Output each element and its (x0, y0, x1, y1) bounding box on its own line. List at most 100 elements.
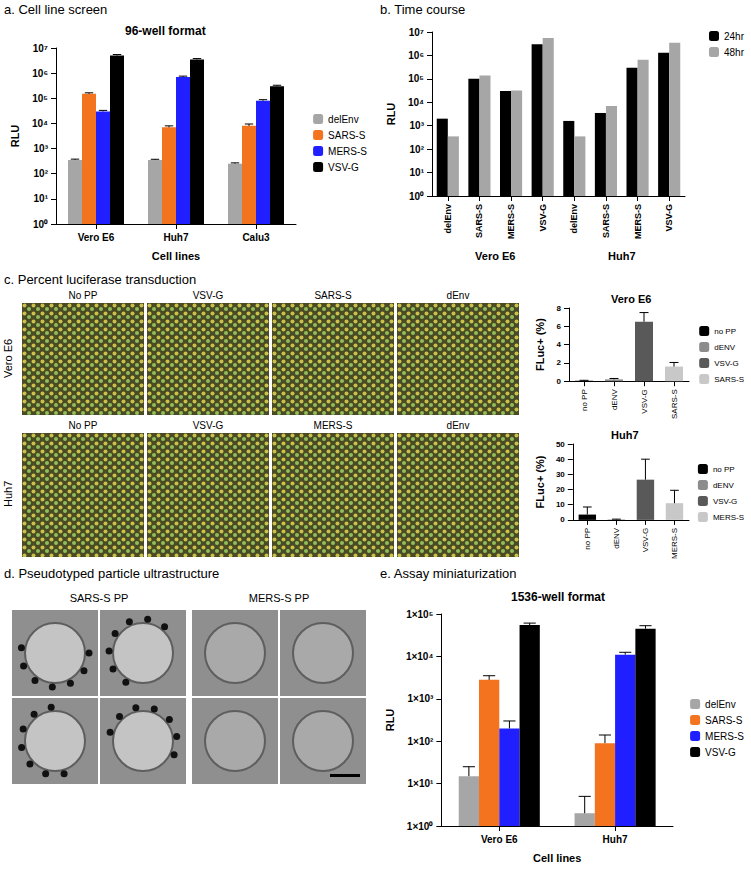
svg-text:Vero E6: Vero E6 (475, 250, 515, 262)
svg-text:10¹: 10¹ (34, 193, 49, 204)
svg-text:RLU: RLU (9, 125, 21, 148)
html-text:Vero E6: Vero E6 (2, 338, 14, 378)
svg-text:SARS-S: SARS-S (328, 130, 366, 141)
svg-text:delEnv: delEnv (705, 699, 736, 710)
svg-text:VSV-G: VSV-G (640, 389, 649, 413)
svg-text:MERS-S: MERS-S (328, 146, 367, 157)
svg-text:1×10³: 1×10³ (408, 693, 435, 704)
svg-text:0: 0 (560, 515, 565, 524)
svg-text:10⁴: 10⁴ (408, 97, 424, 108)
svg-text:0: 0 (557, 377, 562, 386)
svg-text:1×10⁵: 1×10⁵ (406, 609, 434, 620)
svg-text:10⁷: 10⁷ (409, 27, 424, 38)
html-text:VSV-G: VSV-G (192, 420, 224, 431)
svg-text:MERS-S PP: MERS-S PP (249, 592, 310, 604)
svg-text:2: 2 (557, 358, 562, 367)
svg-text:24hr: 24hr (724, 31, 745, 42)
svg-text:MERS-S: MERS-S (713, 513, 744, 522)
svg-text:VSV-G: VSV-G (714, 359, 738, 368)
svg-text:dENV: dENV (612, 527, 621, 549)
svg-text:delEnv: delEnv (328, 114, 359, 125)
svg-text:VSV-G: VSV-G (328, 162, 359, 173)
svg-text:FLuc+ (%): FLuc+ (%) (534, 455, 546, 508)
svg-text:Huh7: Huh7 (608, 250, 636, 262)
svg-text:10⁵: 10⁵ (32, 93, 48, 104)
svg-text:Cell lines: Cell lines (152, 250, 200, 262)
svg-text:10⁰: 10⁰ (33, 219, 48, 230)
svg-text:48hr: 48hr (724, 47, 745, 58)
svg-text:30: 30 (556, 470, 565, 479)
html-text:b. Time course: b. Time course (380, 2, 466, 17)
svg-text:8: 8 (557, 304, 562, 313)
svg-text:MERS-S: MERS-S (633, 204, 643, 239)
svg-text:10⁴: 10⁴ (32, 118, 48, 129)
svg-text:delEnv: delEnv (569, 204, 579, 234)
svg-text:VSV-G: VSV-G (713, 497, 737, 506)
svg-text:no PP: no PP (714, 327, 736, 336)
svg-text:MERS-S: MERS-S (670, 528, 679, 559)
svg-text:Huh7: Huh7 (611, 429, 639, 441)
svg-text:10⁵: 10⁵ (408, 73, 424, 84)
svg-text:1×10⁴: 1×10⁴ (406, 651, 434, 662)
svg-text:SARS-S: SARS-S (601, 204, 611, 238)
svg-text:RLU: RLU (384, 709, 396, 732)
svg-text:delEnv: delEnv (443, 204, 453, 234)
html-text:dEnv: dEnv (446, 290, 470, 301)
svg-text:FLuc+ (%): FLuc+ (%) (534, 318, 546, 371)
svg-text:10³: 10³ (34, 143, 49, 154)
svg-text:dENV: dENV (714, 343, 736, 352)
svg-text:RLU: RLU (385, 103, 397, 126)
svg-text:40: 40 (556, 455, 565, 464)
svg-text:50: 50 (556, 440, 565, 449)
svg-text:VSV-G: VSV-G (641, 528, 650, 552)
svg-text:Huh7: Huh7 (603, 834, 628, 845)
svg-text:MERS-S: MERS-S (506, 204, 516, 239)
html-text:c. Percent luciferase transduc: c. Percent luciferase transduction (4, 272, 197, 287)
svg-text:no PP: no PP (713, 465, 735, 474)
svg-text:Vero E6: Vero E6 (481, 834, 518, 845)
svg-text:VSV-G: VSV-G (538, 204, 548, 232)
svg-text:10⁷: 10⁷ (33, 43, 48, 54)
html-text:No PP: No PP (68, 290, 98, 301)
svg-text:1536-well format: 1536-well format (511, 590, 605, 604)
svg-text:no PP: no PP (583, 528, 592, 550)
html-text:SARS-S: SARS-S (314, 290, 352, 301)
svg-text:10³: 10³ (410, 120, 425, 131)
svg-text:VSV-G: VSV-G (664, 204, 674, 232)
svg-text:Huh7: Huh7 (164, 232, 189, 243)
svg-text:10²: 10² (34, 168, 49, 179)
svg-text:SARS-S PP: SARS-S PP (70, 592, 129, 604)
svg-text:SARS-S: SARS-S (705, 715, 743, 726)
svg-text:1×10¹: 1×10¹ (408, 778, 435, 789)
svg-text:dENV: dENV (713, 481, 735, 490)
svg-text:VSV-G: VSV-G (705, 747, 736, 758)
svg-text:1×10²: 1×10² (408, 736, 435, 747)
svg-text:SARS-S: SARS-S (670, 389, 679, 419)
html-text:a. Cell line screen: a. Cell line screen (4, 2, 108, 17)
svg-text:10: 10 (556, 500, 565, 509)
svg-text:dENV: dENV (610, 389, 619, 411)
html-text:d. Pseudotyped particle ultras: d. Pseudotyped particle ultrastructure (4, 566, 220, 581)
svg-text:Calu3: Calu3 (242, 232, 270, 243)
svg-text:20: 20 (556, 485, 565, 494)
svg-text:10⁰: 10⁰ (409, 191, 424, 202)
svg-text:1×10⁰: 1×10⁰ (407, 821, 434, 832)
svg-text:96-well format: 96-well format (125, 24, 206, 38)
html-text:No PP: No PP (68, 420, 98, 431)
html-text:VSV-G: VSV-G (192, 290, 224, 301)
svg-text:10⁶: 10⁶ (408, 50, 424, 61)
svg-text:SARS-S: SARS-S (474, 204, 484, 238)
svg-text:Vero E6: Vero E6 (611, 293, 651, 305)
svg-text:SARS-S: SARS-S (714, 375, 744, 384)
html-text:Huh7: Huh7 (2, 480, 14, 508)
svg-text:10⁶: 10⁶ (32, 68, 48, 79)
svg-text:no PP: no PP (580, 389, 589, 411)
svg-text:Cell lines: Cell lines (533, 852, 581, 864)
svg-text:Vero E6: Vero E6 (78, 232, 115, 243)
svg-text:6: 6 (557, 322, 562, 331)
svg-text:10¹: 10¹ (410, 167, 425, 178)
svg-text:10²: 10² (410, 144, 425, 155)
svg-text:4: 4 (557, 340, 562, 349)
html-text:e. Assay miniaturization: e. Assay miniaturization (380, 566, 517, 581)
svg-text:MERS-S: MERS-S (705, 731, 744, 742)
